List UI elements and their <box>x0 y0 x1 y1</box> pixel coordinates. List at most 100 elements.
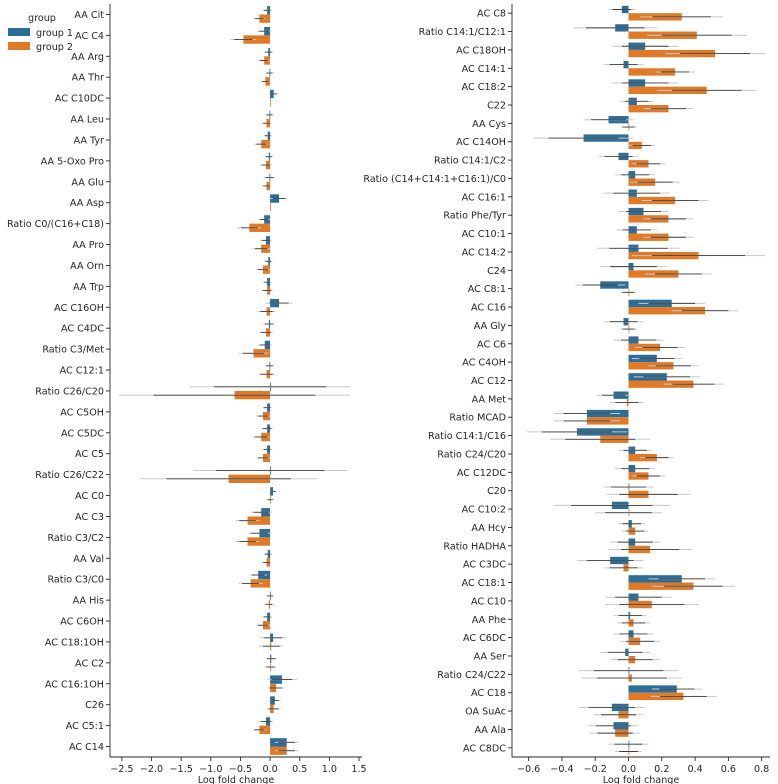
legend-title: group <box>28 13 56 24</box>
category-label: AA His <box>73 596 104 607</box>
legend-swatch-group-1 <box>8 28 30 36</box>
category-label: AC C18:1OH <box>45 637 104 648</box>
category-label: AC C5OH <box>60 407 104 418</box>
category-label: AA Hcy <box>471 523 506 534</box>
category-label: AA Val <box>73 554 104 565</box>
legend-label-group-2: group 2 <box>36 42 73 53</box>
bar-group-2 <box>270 98 271 107</box>
category-label: AC C12 <box>471 376 506 387</box>
category-label: C20 <box>487 486 506 497</box>
category-label: Ratio C24/C20 <box>437 449 506 460</box>
category-label: Ratio Phe/Tyr <box>443 211 506 222</box>
category-label: AC C8:1 <box>468 284 506 295</box>
x-tick-label: −0.5 <box>229 764 252 775</box>
category-label: AC C18 <box>471 688 506 699</box>
category-label: Ratio C3/C2 <box>47 533 104 544</box>
right-panel: AC C8 Ratio C14:1/C12:1 AC C18OH AC C14:1 AC… <box>363 4 770 784</box>
category-label: AC C14OH <box>456 137 506 148</box>
category-label: AC C10:2 <box>462 505 506 516</box>
category-label: AC C8 <box>477 9 506 20</box>
category-label: AA Ala <box>474 725 506 736</box>
category-label: AC C8DC <box>463 743 506 754</box>
category-label: Ratio HADHA <box>443 541 506 552</box>
x-tick-label: 0.0 <box>262 764 277 775</box>
legend: group group 1 group 2 <box>8 13 73 53</box>
category-label: AA Leu <box>70 115 104 126</box>
x-tick-label: 0.5 <box>292 764 307 775</box>
category-label: Ratio (C14+C14:1+C16:1)/C0 <box>363 174 506 185</box>
category-label: AC C18:2 <box>462 82 506 93</box>
category-label: AA Met <box>472 394 507 405</box>
x-tick-label: −0.4 <box>550 764 573 775</box>
category-label: AC C12:1 <box>60 366 104 377</box>
x-tick-label: −2.0 <box>140 764 163 775</box>
x-tick-label: −1.0 <box>199 764 222 775</box>
category-label: AA Cys <box>472 119 506 130</box>
category-label: AC C5DC <box>61 428 104 439</box>
category-label: AA Trp <box>73 282 104 293</box>
category-label: Ratio C14:1/C2 <box>434 156 506 167</box>
category-label: AC C3 <box>75 512 104 523</box>
category-label: Ratio C26/C20 <box>35 386 104 397</box>
category-label: AC C16OH <box>54 303 104 314</box>
x-tick-label: 1.0 <box>322 764 337 775</box>
x-tick-label: 0.8 <box>754 764 769 775</box>
x-tick-label: −2.5 <box>110 764 133 775</box>
category-label: AC C5:1 <box>66 721 104 732</box>
category-label: AC C18:1 <box>462 578 506 589</box>
x-tick-label: −0.6 <box>517 764 540 775</box>
bar-group-2 <box>243 35 271 44</box>
category-label: AC C5 <box>75 449 104 460</box>
legend-label-group-1: group 1 <box>36 28 73 39</box>
bar-group-2 <box>628 307 706 315</box>
x-axis-title: Log fold change <box>198 775 275 784</box>
category-label: AC C4DC <box>61 324 104 335</box>
category-label: AC C18OH <box>456 45 506 56</box>
category-label: AC C2 <box>75 658 104 669</box>
category-label: Ratio C24/C22 <box>437 670 506 681</box>
category-label: AA Glu <box>71 177 104 188</box>
x-tick-label: 0.6 <box>721 764 736 775</box>
x-axis-title: Log fold change <box>603 775 680 784</box>
category-label: AA Thr <box>72 73 104 84</box>
category-label: AC C14:1 <box>462 64 506 75</box>
x-tick-label: 0.0 <box>621 764 636 775</box>
category-label: AC C0 <box>75 491 104 502</box>
x-tick-label: 0.4 <box>687 764 702 775</box>
category-label: Ratio MCAD <box>449 413 506 424</box>
category-label: AA Pro <box>72 240 104 251</box>
category-label: AC C12DC <box>457 468 506 479</box>
category-label: AA Orn <box>70 261 104 272</box>
bar-group-2 <box>270 202 271 212</box>
category-label: AC C16:1 <box>462 192 506 203</box>
category-label: AA Asp <box>70 198 104 209</box>
category-label: Ratio C3/C0 <box>47 575 104 586</box>
category-label: AC C4 <box>75 31 104 42</box>
category-label: AC C10DC <box>55 94 104 105</box>
x-tick-label: 1.5 <box>351 764 366 775</box>
category-label: AC C14:2 <box>462 247 506 258</box>
category-label: AC C3DC <box>463 560 506 571</box>
category-label: AC C10:1 <box>462 229 506 240</box>
category-label: AA Phe <box>472 615 506 626</box>
x-tick-label: −0.2 <box>584 764 607 775</box>
category-label: Ratio C14:1/C12:1 <box>419 27 506 38</box>
category-label: Ratio C14:1/C16 <box>428 431 506 442</box>
x-tick-label: 0.2 <box>654 764 669 775</box>
category-label: C22 <box>487 101 506 112</box>
bar-group-2 <box>628 68 676 76</box>
legend-swatch-group-2 <box>8 42 30 50</box>
category-label: AA Cit <box>74 10 104 21</box>
category-label: AC C16 <box>471 303 506 314</box>
category-label: AA 5-Oxo Pro <box>41 156 104 167</box>
category-label: OA SuAc <box>465 707 506 718</box>
category-label: Ratio C26/C22 <box>35 470 104 481</box>
category-label: AA Gly <box>474 321 507 332</box>
category-label: AA Tyr <box>74 135 104 146</box>
bar-group-2 <box>628 380 694 388</box>
category-label: AC C10 <box>471 596 506 607</box>
category-label: C26 <box>85 700 104 711</box>
category-label: AC C16:1OH <box>45 679 104 690</box>
